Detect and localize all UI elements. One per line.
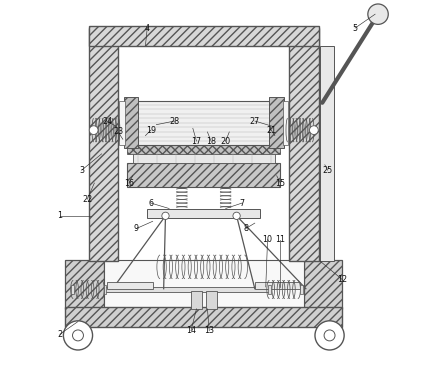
Text: 20: 20 [221, 137, 231, 146]
Circle shape [324, 330, 335, 341]
Text: 6: 6 [148, 198, 153, 208]
Text: 10: 10 [262, 235, 273, 244]
Text: 24: 24 [102, 116, 112, 126]
Bar [127, 163, 280, 187]
Text: 4: 4 [145, 23, 150, 33]
Circle shape [72, 330, 83, 341]
Text: 11: 11 [275, 235, 285, 244]
Text: 2: 2 [57, 330, 62, 339]
Text: 16: 16 [124, 179, 134, 187]
Bar [107, 282, 153, 289]
Circle shape [233, 212, 240, 220]
Bar [103, 259, 304, 309]
Circle shape [89, 126, 98, 135]
Text: 19: 19 [146, 126, 156, 135]
Text: 21: 21 [266, 126, 276, 135]
Text: 14: 14 [186, 326, 196, 335]
Bar [133, 153, 275, 163]
Circle shape [368, 4, 388, 25]
Bar [283, 101, 288, 145]
Bar [65, 307, 342, 327]
Circle shape [315, 321, 344, 350]
Text: 12: 12 [337, 275, 347, 284]
Bar [127, 145, 280, 154]
Text: 18: 18 [206, 137, 216, 146]
Bar [89, 26, 319, 46]
Bar [270, 97, 284, 148]
Text: 1: 1 [57, 211, 62, 220]
Bar [103, 287, 270, 292]
Circle shape [309, 126, 318, 135]
Text: 9: 9 [134, 224, 139, 233]
Text: 13: 13 [204, 326, 214, 335]
Bar [304, 259, 342, 309]
Text: 3: 3 [79, 166, 84, 175]
Circle shape [63, 321, 92, 350]
Bar [103, 285, 107, 294]
Bar [255, 282, 301, 289]
Bar [147, 209, 260, 218]
Bar [321, 46, 334, 261]
Text: 22: 22 [82, 195, 92, 204]
Bar [123, 97, 138, 148]
Bar [65, 259, 103, 309]
Text: 27: 27 [250, 116, 260, 126]
Text: 25: 25 [323, 166, 333, 175]
Text: 7: 7 [239, 198, 245, 208]
Bar [71, 285, 74, 294]
Text: 17: 17 [191, 137, 202, 146]
Bar [268, 285, 271, 294]
Bar [119, 101, 125, 145]
Bar [206, 291, 217, 309]
Bar [89, 28, 118, 261]
Text: 5: 5 [353, 23, 358, 33]
Text: 15: 15 [275, 179, 285, 187]
Bar [136, 101, 271, 145]
Text: 8: 8 [243, 224, 248, 233]
Circle shape [162, 212, 169, 220]
Bar [289, 28, 319, 261]
Text: 23: 23 [113, 127, 123, 137]
Bar [300, 285, 302, 294]
Bar [191, 291, 202, 309]
Text: 28: 28 [170, 116, 180, 126]
